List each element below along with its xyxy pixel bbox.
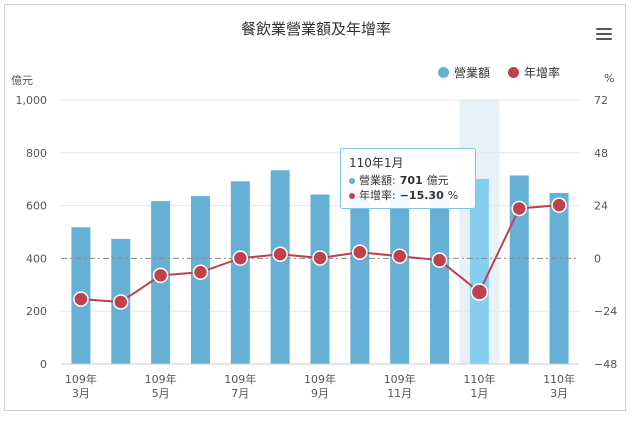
x-tick-label-month: 1月 [470, 387, 488, 400]
bar-revenue [430, 191, 450, 364]
tooltip-revenue-value: 701 [399, 174, 423, 187]
legend-item-growth[interactable]: 年增率 [508, 64, 560, 81]
bar-revenue [230, 181, 250, 364]
growth-rate-point [470, 283, 489, 301]
left-tick-label: 0 [40, 358, 47, 371]
bar-revenue [390, 184, 410, 364]
right-tick-label: 24 [594, 200, 608, 213]
right-tick-label: 0 [594, 252, 601, 265]
left-tick-label: 800 [26, 147, 47, 160]
legend: 營業額 年增率 [438, 64, 560, 81]
x-tick-label-year: 110年 [543, 372, 575, 386]
x-tick-label-month: 11月 [387, 387, 412, 400]
legend-revenue-label: 營業額 [454, 66, 491, 80]
tooltip-growth-dot [349, 192, 355, 199]
growth-rate-point [73, 291, 89, 307]
right-tick-label: −24 [594, 305, 617, 318]
tooltip-title: 110年1月 [349, 156, 404, 170]
growth-rate-point [192, 264, 209, 281]
bar-revenue [509, 175, 529, 364]
left-tick-label: 200 [26, 305, 47, 318]
tooltip-growth-value: −15.30 [399, 189, 444, 202]
tooltip-revenue-dot [349, 177, 355, 184]
legend-item-revenue[interactable]: 營業額 [438, 64, 490, 81]
tooltip-growth-label: 年增率: [359, 189, 396, 202]
tooltip-revenue-unit: 億元 [426, 174, 449, 187]
growth-rate-point [312, 250, 328, 266]
tooltip-growth-unit: % [447, 189, 459, 202]
bar-revenue [310, 194, 330, 364]
bar-revenue [350, 191, 370, 364]
bar-revenue [469, 178, 489, 364]
growth-rate-point [431, 252, 448, 268]
chart-title: 餐飲業營業額及年增率 [240, 20, 391, 38]
bar-revenue [190, 196, 210, 364]
x-tick-label-year: 110年 [463, 372, 495, 386]
left-tick-label: 400 [26, 252, 47, 265]
x-tick-label-year: 109年 [384, 372, 416, 386]
legend-growth-marker [508, 67, 520, 78]
left-tick-label: 1,000 [16, 94, 48, 107]
tooltip-growth-row: 年增率: −15.30 % [349, 188, 467, 203]
growth-rate-point [551, 197, 567, 213]
growth-rate-point [113, 294, 129, 310]
growth-rate-point [352, 244, 368, 260]
legend-revenue-marker [438, 67, 449, 78]
left-axis-unit: 億元 [11, 74, 33, 87]
growth-rate-point [232, 250, 249, 266]
right-tick-label: 48 [594, 147, 608, 160]
hamburger-menu-icon[interactable] [596, 28, 612, 40]
x-tick-label-month: 7月 [231, 387, 249, 400]
x-tick-label-year: 109年 [65, 372, 97, 386]
x-tick-label-year: 109年 [304, 372, 336, 386]
x-tick-label-month: 3月 [550, 387, 568, 400]
x-tick-label-month: 5月 [152, 387, 170, 400]
tooltip: 110年1月 營業額: 701 億元 年增率: −15.30 % [340, 148, 476, 209]
right-axis-unit: % [604, 72, 615, 85]
tooltip-revenue-row: 營業額: 701 億元 [349, 173, 467, 188]
right-tick-label: 72 [594, 94, 608, 107]
x-tick-label-year: 109年 [224, 372, 256, 386]
bar-revenue [549, 192, 569, 364]
x-tick-label-month: 9月 [311, 387, 329, 400]
growth-rate-point [152, 267, 169, 284]
legend-growth-label: 年增率 [524, 66, 561, 80]
growth-rate-point [511, 200, 527, 217]
growth-rate-point [391, 248, 408, 264]
growth-rate-point [272, 246, 288, 262]
x-tick-label-month: 3月 [72, 387, 90, 400]
bar-revenue [270, 170, 290, 364]
right-tick-label: −48 [594, 358, 617, 371]
tooltip-revenue-label: 營業額: [359, 174, 396, 187]
x-tick-label-year: 109年 [145, 372, 177, 386]
left-tick-label: 600 [26, 200, 47, 213]
